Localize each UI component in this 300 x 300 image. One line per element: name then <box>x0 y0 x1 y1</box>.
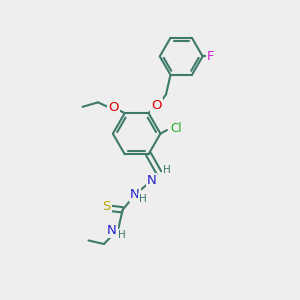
Text: H: H <box>139 194 146 204</box>
Text: N: N <box>147 175 156 188</box>
Text: N: N <box>130 188 140 201</box>
Text: O: O <box>151 99 162 112</box>
Text: H: H <box>118 230 126 240</box>
Text: O: O <box>108 101 119 114</box>
Text: H: H <box>163 165 170 175</box>
Text: Cl: Cl <box>170 122 182 135</box>
Text: F: F <box>207 50 215 63</box>
Text: N: N <box>107 224 116 237</box>
Text: S: S <box>102 200 110 213</box>
